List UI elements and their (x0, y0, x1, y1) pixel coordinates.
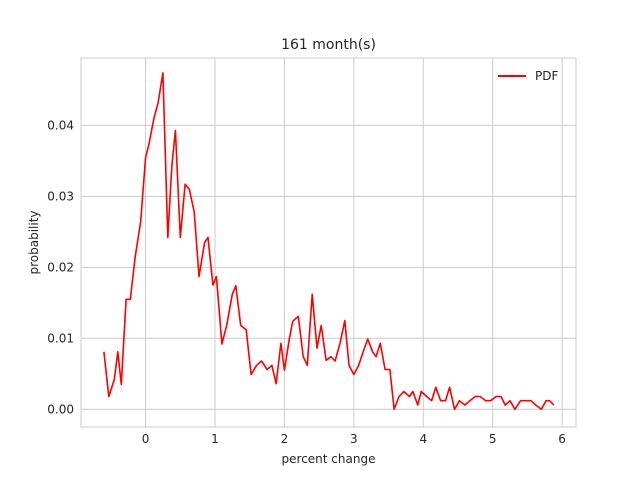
chart-title: 161 month(s) (281, 37, 376, 53)
series-layer (103, 72, 555, 411)
x-tick-label: 2 (281, 432, 289, 446)
x-tick-label: 1 (211, 432, 219, 446)
legend-label-pdf: PDF (535, 69, 558, 83)
series-line-pdf (103, 72, 555, 411)
plot-area-frame (80, 57, 577, 428)
legend: PDF (498, 69, 558, 83)
y-tick-label: 0.01 (47, 331, 74, 345)
x-tick-label: 3 (350, 432, 358, 446)
x-axis-label: percent change (282, 452, 376, 466)
y-tick-label: 0.04 (47, 118, 74, 132)
y-axis-label: probability (27, 210, 41, 274)
x-tick-label: 6 (558, 432, 566, 446)
y-axis-ticks: 0.00 0.01 0.02 0.03 0.04 (47, 118, 74, 416)
y-tick-label: 0.00 (47, 402, 74, 416)
x-axis-ticks: 0 1 2 3 4 5 6 (142, 432, 566, 446)
y-tick-label: 0.02 (47, 260, 74, 274)
x-tick-label: 0 (142, 432, 150, 446)
y-tick-label: 0.03 (47, 189, 74, 203)
x-tick-label: 5 (489, 432, 497, 446)
grid (81, 58, 576, 427)
x-tick-label: 4 (419, 432, 427, 446)
